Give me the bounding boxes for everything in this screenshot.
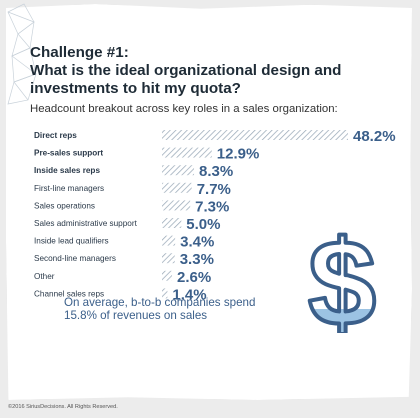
value-label: 7.7% (197, 181, 231, 198)
bar (162, 147, 212, 158)
category-label: Inside sales reps (34, 166, 100, 175)
paper-card (6, 4, 412, 400)
value-label: 7.3% (195, 198, 229, 215)
value-label: 1.4% (172, 286, 206, 300)
category-label: Sales administrative support (34, 219, 138, 228)
category-label: First-line managers (34, 184, 104, 193)
title-line-3: investments to hit my quota? (30, 80, 241, 97)
bar (162, 130, 348, 140)
bar (162, 165, 195, 176)
copyright-text: ©2016 SiriusDecisions. All Rights Reserv… (8, 404, 118, 410)
title-line-2: What is the ideal organizational design … (30, 62, 342, 79)
value-label: 8.3% (199, 163, 233, 180)
chart-title: Challenge #1: What is the ideal organiza… (30, 44, 400, 98)
value-label: 5.0% (186, 216, 220, 233)
bar (162, 253, 175, 264)
bar (162, 288, 168, 299)
geometric-polygon-decoration (7, 3, 37, 105)
category-label: Other (34, 272, 55, 281)
dollar-sign-icon: $ $ (306, 213, 378, 333)
category-label: Pre-sales support (34, 149, 103, 158)
bar (162, 218, 182, 228)
note-line-1: On average, b-to-b companies spend (64, 296, 256, 309)
title-line-1: Challenge #1: (30, 44, 129, 61)
svg-text:$: $ (308, 215, 376, 333)
value-label: 3.3% (180, 251, 214, 268)
chart-subtitle: Headcount breakout across key roles in a… (30, 103, 338, 115)
bar (162, 270, 173, 281)
category-label: Inside lead qualifiers (34, 237, 109, 246)
category-label: Second-line managers (34, 254, 116, 263)
bar-chart: Direct reps 48.2% Pre-sales support 12.9% In… (34, 128, 396, 300)
spending-note: On average, b-to-b companies spend 15.8%… (64, 296, 304, 322)
bar (162, 200, 191, 211)
value-label: 3.4% (180, 234, 214, 251)
value-label: 48.2% (353, 128, 396, 145)
bar (162, 182, 192, 193)
value-label: 2.6% (177, 269, 211, 286)
note-line-2: 15.8% of revenues on sales (64, 309, 208, 322)
bar (162, 235, 176, 246)
category-label: Direct reps (34, 131, 77, 140)
category-label: Channel sales reps (34, 289, 104, 298)
value-label: 12.9% (217, 146, 260, 163)
category-label: Sales operations (34, 201, 95, 210)
